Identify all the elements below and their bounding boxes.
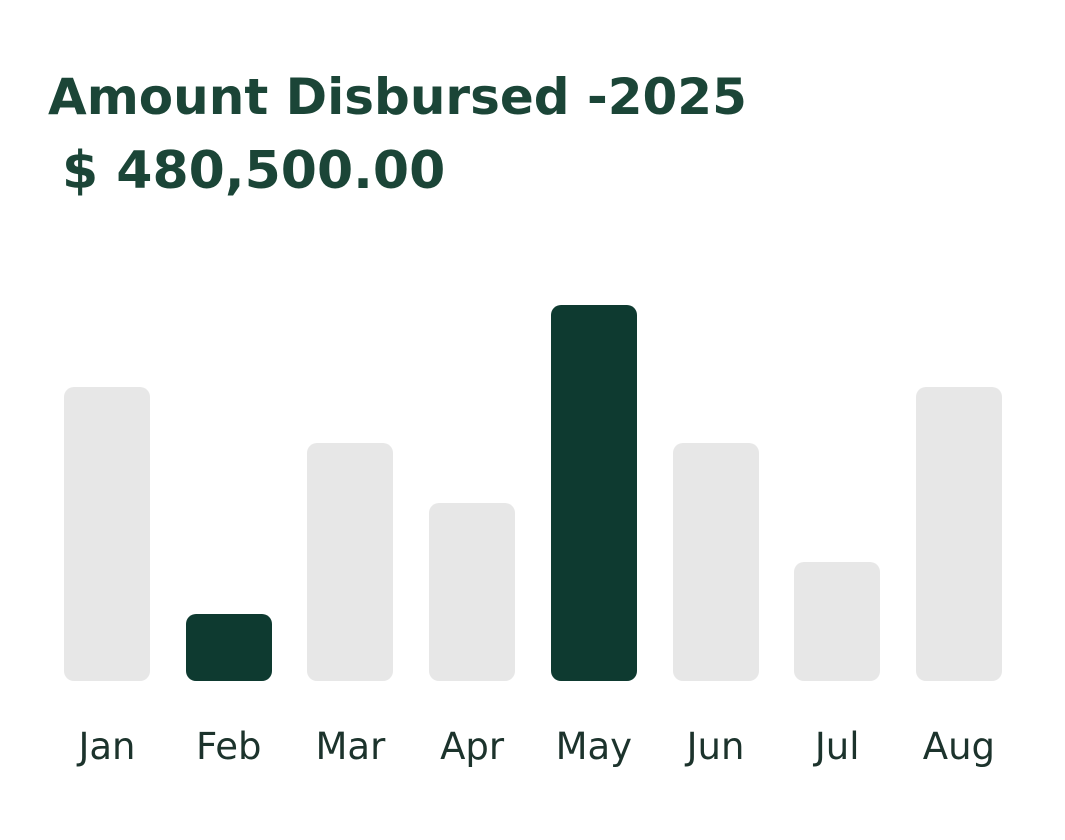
bar-jan[interactable]	[64, 387, 150, 681]
bar-column-jun	[672, 305, 759, 681]
bar-column-may	[550, 305, 637, 681]
x-axis-label-feb: Feb	[195, 725, 262, 768]
x-axis-label-mar: Mar	[315, 725, 386, 768]
bar-jun[interactable]	[672, 443, 759, 681]
bar-aug[interactable]	[915, 387, 1002, 681]
bar-column-mar	[307, 305, 394, 681]
bar-apr[interactable]	[429, 503, 516, 681]
x-axis-label-jun: Jun	[686, 725, 745, 768]
bar-column-aug	[915, 305, 1002, 681]
x-axis-label-jul: Jul	[814, 725, 860, 768]
bars-row	[64, 305, 1002, 681]
x-axis-label-apr: Apr	[440, 725, 505, 768]
bar-column-apr	[429, 305, 516, 681]
bar-mar[interactable]	[307, 443, 394, 681]
bar-column-jul	[794, 305, 881, 681]
total-amount: $ 480,500.00	[62, 141, 446, 201]
x-axis-labels: Jan Feb Mar Apr May Jun Jul Aug	[64, 725, 1002, 769]
x-axis-label-jan: Jan	[78, 725, 136, 768]
bar-feb[interactable]	[185, 614, 272, 681]
chart-title: Amount Disbursed -2025	[48, 68, 747, 126]
bar-column-feb	[185, 305, 272, 681]
bar-column-jan	[64, 305, 150, 681]
x-axis-label-may: May	[555, 725, 633, 768]
x-axis-label-aug: Aug	[922, 725, 996, 768]
bar-may[interactable]	[550, 305, 637, 681]
bar-jul[interactable]	[794, 562, 881, 681]
